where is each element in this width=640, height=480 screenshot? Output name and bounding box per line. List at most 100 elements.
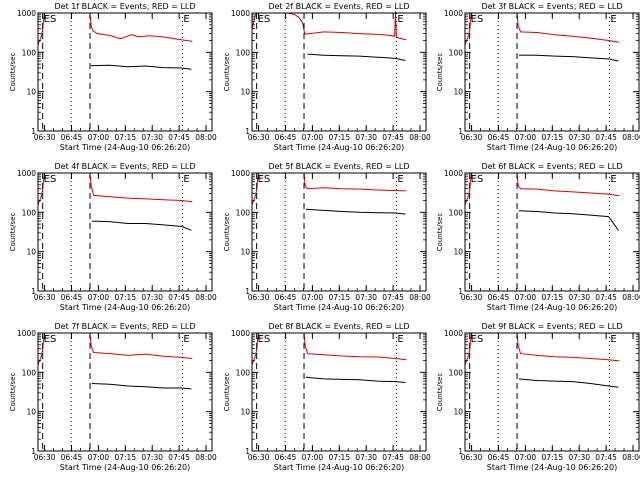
y-tick-label: 1 <box>245 447 250 456</box>
plot-frame <box>464 12 640 132</box>
y-tick-label: 1000 <box>231 329 250 338</box>
x-tick-label: 06:30 <box>461 453 483 462</box>
x-tick-label: 08:00 <box>409 453 431 462</box>
events-series-line-1 <box>305 208 406 215</box>
y-tick-label: 1 <box>458 127 463 136</box>
x-tick-label: 06:45 <box>488 133 510 142</box>
x-axis-label: Start Time (24-Aug-10 06:26:20) <box>274 303 405 312</box>
time-marker-label: ES <box>471 334 484 345</box>
x-tick-label: 07:30 <box>141 293 163 302</box>
x-tick-label: 06:45 <box>275 293 297 302</box>
y-tick-label: 10 <box>26 248 36 257</box>
events-series-line-1 <box>518 210 619 231</box>
y-tick-label: 1 <box>31 447 36 456</box>
x-tick-label: 07:00 <box>88 453 110 462</box>
y-tick-label: 10 <box>453 408 463 417</box>
x-tick-label: 06:30 <box>248 453 270 462</box>
y-tick-label: 100 <box>236 368 251 377</box>
y-axis-label: Counts/sec <box>223 53 231 92</box>
lld-series-line-2 <box>516 332 620 362</box>
x-tick-label: 07:30 <box>355 293 377 302</box>
x-tick-label: 07:00 <box>302 453 324 462</box>
lld-series-line-1 <box>464 172 472 206</box>
x-tick-label: 07:45 <box>595 293 617 302</box>
x-tick-label: 08:00 <box>622 293 640 302</box>
detector-panel-9: Det 9f BLACK = Events, RED = LLD ES E 1 10 10… <box>436 322 640 472</box>
time-marker-label: E <box>610 334 616 345</box>
x-tick-label: 07:30 <box>568 293 590 302</box>
panel-title: Det 4f BLACK = Events, RED = LLD <box>54 162 195 171</box>
y-tick-label: 1000 <box>231 169 250 178</box>
x-tick-label: 07:45 <box>382 133 404 142</box>
x-tick-label: 06:30 <box>248 293 270 302</box>
plot-frame <box>37 12 213 132</box>
x-tick-label: 07:15 <box>328 453 350 462</box>
x-axis-label: Start Time (24-Aug-10 06:26:20) <box>274 143 405 152</box>
x-tick-label: 06:45 <box>275 133 297 142</box>
time-marker-label: E <box>397 174 403 185</box>
time-marker-label: ES <box>44 14 57 25</box>
events-series-line-1 <box>518 378 619 388</box>
x-tick-label: 07:45 <box>595 453 617 462</box>
panel-title: Det 1f BLACK = Events, RED = LLD <box>54 2 195 11</box>
x-tick-label: 07:15 <box>541 453 563 462</box>
detector-panel-8: Det 8f BLACK = Events, RED = LLD ES E 1 10 10… <box>223 322 431 472</box>
y-tick-label: 100 <box>22 368 37 377</box>
time-marker-label: ES <box>471 14 484 25</box>
lld-series-line-1 <box>464 12 472 46</box>
detector-panel-7: Det 7f BLACK = Events, RED = LLD ES E 1 10 10… <box>9 322 217 472</box>
x-axis-label: Start Time (24-Aug-10 06:26:20) <box>487 463 618 472</box>
x-tick-label: 07:00 <box>302 133 324 142</box>
x-tick-label: 06:30 <box>34 293 56 302</box>
time-marker-label: E <box>397 334 403 345</box>
y-tick-label: 1000 <box>17 9 36 18</box>
x-tick-label: 08:00 <box>409 133 431 142</box>
y-tick-label: 100 <box>449 48 464 57</box>
x-axis-label: Start Time (24-Aug-10 06:26:20) <box>60 463 191 472</box>
x-tick-label: 07:15 <box>541 293 563 302</box>
x-tick-label: 07:45 <box>595 133 617 142</box>
lld-series-line-2 <box>303 172 407 192</box>
detector-panel-3: Det 3f BLACK = Events, RED = LLD ES E 1 10 10… <box>436 2 640 152</box>
time-marker-label: E <box>610 14 616 25</box>
y-tick-label: 100 <box>22 48 37 57</box>
y-tick-label: 1000 <box>444 169 463 178</box>
detector-panel-4: Det 4f BLACK = Events, RED = LLD ES E 1 10 10… <box>9 162 217 312</box>
x-tick-label: 07:00 <box>515 293 537 302</box>
y-axis-label: Counts/sec <box>9 53 17 92</box>
plot-frame <box>37 172 213 292</box>
time-marker-label: ES <box>44 174 57 185</box>
x-tick-label: 07:00 <box>515 133 537 142</box>
panel-title: Det 7f BLACK = Events, RED = LLD <box>54 322 195 331</box>
events-series-line-1 <box>305 376 406 383</box>
y-tick-label: 1000 <box>444 329 463 338</box>
y-tick-label: 1 <box>458 287 463 296</box>
time-marker-label: ES <box>471 174 484 185</box>
panel-title: Det 9f BLACK = Events, RED = LLD <box>481 322 622 331</box>
detector-panel-6: Det 6f BLACK = Events, RED = LLD ES E 1 10 10… <box>436 162 640 312</box>
x-tick-label: 06:45 <box>61 133 83 142</box>
x-tick-label: 06:45 <box>488 293 510 302</box>
x-tick-label: 07:30 <box>355 453 377 462</box>
y-tick-label: 1 <box>245 287 250 296</box>
y-tick-label: 1000 <box>17 329 36 338</box>
x-tick-label: 06:30 <box>461 133 483 142</box>
x-axis-label: Start Time (24-Aug-10 06:26:20) <box>487 303 618 312</box>
y-tick-label: 100 <box>22 208 37 217</box>
y-tick-label: 10 <box>240 88 250 97</box>
y-tick-label: 100 <box>449 208 464 217</box>
x-tick-label: 07:30 <box>568 133 590 142</box>
y-axis-label: Counts/sec <box>9 373 17 412</box>
detector-panel-1: Det 1f BLACK = Events, RED = LLD ES E 1 10 10… <box>9 2 217 152</box>
events-series-line-1 <box>91 383 192 390</box>
y-tick-label: 100 <box>236 208 251 217</box>
events-series-line-1 <box>307 53 406 61</box>
lld-series-line-2 <box>516 12 620 43</box>
x-tick-label: 06:30 <box>461 293 483 302</box>
x-tick-label: 06:45 <box>275 453 297 462</box>
x-tick-label: 08:00 <box>195 293 217 302</box>
panel-title: Det 8f BLACK = Events, RED = LLD <box>268 322 409 331</box>
y-axis-label: Counts/sec <box>436 53 444 92</box>
x-tick-label: 07:15 <box>114 293 136 302</box>
